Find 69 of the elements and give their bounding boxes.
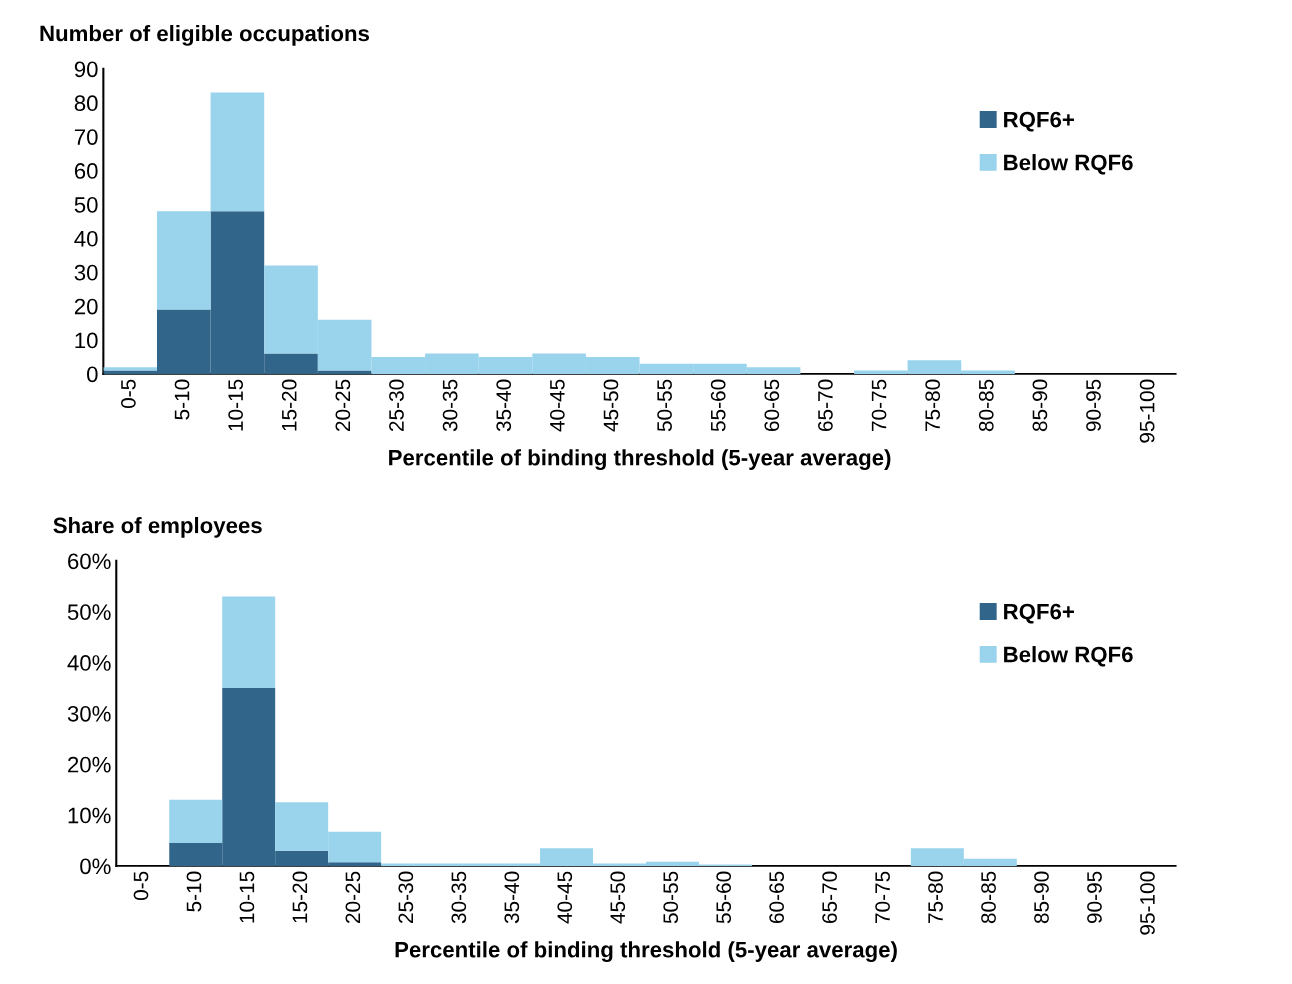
y-tick-label: 50% bbox=[67, 604, 111, 620]
x-tick-label: 95-100 bbox=[1140, 871, 1155, 935]
y-tick-label: 80 bbox=[74, 95, 98, 112]
x-tick-label: 70-75 bbox=[871, 379, 887, 431]
x-tick-label: 55-60 bbox=[716, 871, 732, 924]
x-tick-label: 75-80 bbox=[928, 871, 943, 923]
x-tick-label: 0-5 bbox=[133, 871, 149, 901]
y-tick-label: 0 bbox=[87, 366, 98, 383]
y-tick-label: 10% bbox=[68, 807, 111, 824]
x-tick-label: 20-25 bbox=[345, 871, 361, 924]
x-tick-label: 5-10 bbox=[186, 871, 202, 912]
chart-title: Share of employees bbox=[53, 517, 262, 538]
y-tick-label: 60 bbox=[74, 163, 98, 179]
x-tick-label: 75-80 bbox=[925, 379, 941, 431]
x-tick-label: 5-10 bbox=[174, 379, 190, 420]
x-tick-label: 85-90 bbox=[1034, 871, 1049, 924]
bar bbox=[210, 92, 265, 212]
x-tick-label: 10-15 bbox=[239, 871, 255, 923]
y-tick-label: 50 bbox=[74, 196, 98, 213]
y-tick-label: 30% bbox=[67, 705, 111, 722]
x-axis-title: Percentile of binding threshold (5-year average) bbox=[395, 941, 897, 963]
x-tick-label: 90-95 bbox=[1086, 379, 1101, 432]
legend-label: Below RQF6 bbox=[1004, 646, 1133, 667]
y-tick-label: 20% bbox=[68, 756, 111, 773]
y-tick-label: 0% bbox=[80, 858, 111, 875]
bar bbox=[156, 211, 211, 310]
y-tick-label: 90 bbox=[74, 61, 98, 78]
x-tick-label: 35-40 bbox=[496, 379, 512, 432]
x-axis-title: Percentile of binding threshold (5-year average) bbox=[389, 449, 891, 471]
x-tick-label: 45-50 bbox=[610, 871, 626, 924]
x-tick-label: 25-30 bbox=[398, 871, 414, 924]
x-tick-label: 15-20 bbox=[281, 379, 297, 431]
x-tick-label: 0-5 bbox=[121, 379, 136, 409]
bar bbox=[169, 799, 223, 844]
x-tick-label: 90-95 bbox=[1087, 871, 1102, 924]
y-tick-label: 70 bbox=[74, 129, 98, 145]
x-tick-label: 55-60 bbox=[710, 379, 726, 432]
y-tick-label: 30 bbox=[74, 264, 98, 281]
bar bbox=[222, 596, 276, 688]
x-tick-label: 40-45 bbox=[557, 871, 573, 924]
y-tick-label: 40% bbox=[67, 655, 111, 671]
x-tick-label: 30-35 bbox=[451, 871, 467, 924]
x-tick-label: 60-65 bbox=[769, 871, 785, 923]
legend-label: RQF6+ bbox=[1004, 111, 1074, 132]
y-tick-label: 10 bbox=[75, 332, 98, 349]
x-tick-label: 40-45 bbox=[549, 379, 565, 432]
y-tick-label: 40 bbox=[74, 230, 98, 247]
x-tick-label: 35-40 bbox=[504, 871, 520, 924]
x-tick-label: 30-35 bbox=[442, 379, 458, 432]
x-tick-label: 65-70 bbox=[822, 871, 837, 923]
x-tick-label: 95-100 bbox=[1139, 379, 1155, 443]
legend-label: RQF6+ bbox=[1004, 603, 1074, 624]
y-tick-label: 20 bbox=[74, 298, 98, 315]
x-tick-label: 80-85 bbox=[981, 871, 996, 924]
x-tick-label: 50-55 bbox=[657, 379, 672, 432]
x-tick-label: 60-65 bbox=[764, 379, 780, 431]
x-tick-label: 25-30 bbox=[389, 379, 404, 432]
x-tick-label: 65-70 bbox=[818, 379, 833, 431]
x-tick-label: 85-90 bbox=[1032, 379, 1048, 432]
legend-label: Below RQF6 bbox=[1004, 154, 1133, 175]
x-tick-label: 70-75 bbox=[875, 871, 890, 923]
chart-title: Number of eligible occupations bbox=[40, 25, 370, 46]
x-tick-label: 50-55 bbox=[663, 871, 679, 924]
x-tick-label: 45-50 bbox=[603, 379, 619, 432]
x-tick-label: 80-85 bbox=[978, 379, 994, 432]
x-tick-label: 15-20 bbox=[292, 871, 308, 923]
y-tick-label: 60% bbox=[68, 553, 111, 570]
x-tick-label: 20-25 bbox=[335, 379, 351, 432]
x-tick-label: 10-15 bbox=[228, 379, 243, 431]
